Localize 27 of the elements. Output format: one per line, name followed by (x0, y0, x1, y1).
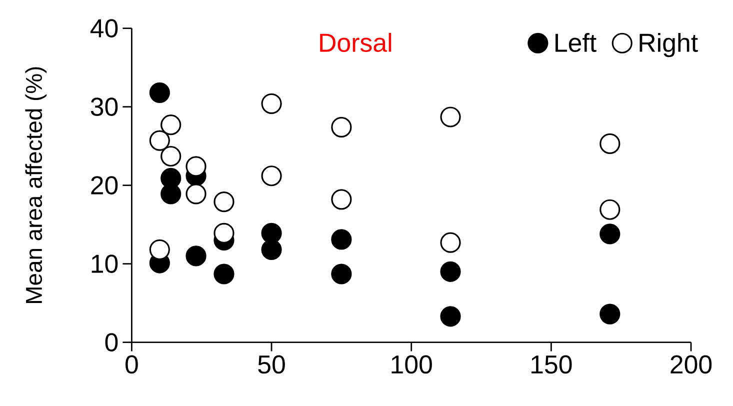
point (186, 156, 206, 177)
point (261, 222, 282, 244)
y-tick-label: 30 (90, 98, 118, 116)
y-tick-label: 20 (91, 176, 118, 194)
point (149, 239, 170, 260)
y-tick-label: 40 (90, 19, 118, 38)
point (149, 82, 170, 103)
y-tick-label: 10 (92, 254, 118, 273)
chart-title: Dorsal (320, 32, 392, 52)
point (186, 246, 206, 266)
point (600, 224, 620, 244)
x-tick-label: 150 (532, 355, 572, 374)
x-tick-label: 50 (258, 355, 285, 374)
x-tick-label: 0 (126, 355, 138, 374)
point (600, 304, 620, 324)
legend-label: Right (640, 32, 698, 58)
point (214, 264, 234, 284)
y-tick-label: 0 (105, 333, 118, 352)
legend-label: Left (556, 32, 596, 52)
point (331, 229, 352, 250)
x-tick-label: 100 (392, 355, 432, 374)
x-tick-label: 200 (670, 355, 712, 374)
point (440, 261, 461, 282)
point (331, 264, 352, 284)
point (440, 306, 461, 327)
point (214, 222, 234, 244)
y-axis-title: Mean area affected (%) (25, 67, 47, 303)
